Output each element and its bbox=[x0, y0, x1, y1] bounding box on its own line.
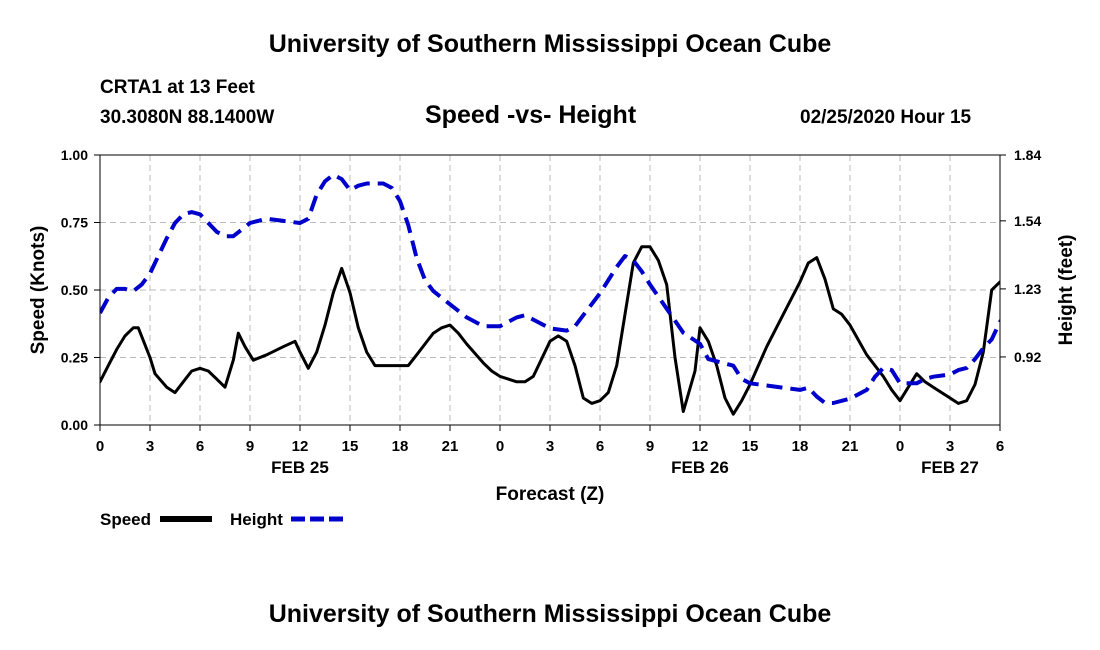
legend-label-height: Height bbox=[230, 510, 283, 529]
x-tick-label: 12 bbox=[692, 438, 709, 455]
chart-axes: 0 3 6 9 12 15 18 21 0 3 6 9 12 15 18 21 0 3 6 FEB 25 FEB 26 F… bbox=[61, 147, 1042, 477]
x-tick-label: 0 bbox=[496, 438, 504, 455]
x-tick-label: 9 bbox=[646, 438, 654, 455]
date-label: FEB 26 bbox=[671, 458, 729, 477]
x-axis-label: Forecast (Z) bbox=[496, 484, 605, 505]
x-tick-label: 15 bbox=[342, 438, 359, 455]
x-tick-label: 9 bbox=[246, 438, 254, 455]
chart-series-layer bbox=[100, 172, 1000, 416]
x-tick-label: 21 bbox=[442, 438, 459, 455]
x-tick-label: 18 bbox=[392, 438, 409, 455]
y-left-tick-label: 0.00 bbox=[61, 417, 88, 433]
chart-grid bbox=[100, 155, 1000, 425]
x-tick-label: 21 bbox=[842, 438, 859, 455]
x-tick-label: 15 bbox=[742, 438, 759, 455]
station-label: CRTA1 at 13 Feet bbox=[100, 77, 255, 98]
y-left-tick-label: 0.50 bbox=[61, 282, 88, 298]
y-left-tick-label: 0.75 bbox=[61, 215, 88, 231]
x-tick-label: 6 bbox=[596, 438, 604, 455]
x-tick-label: 3 bbox=[546, 438, 554, 455]
x-tick-label: 0 bbox=[96, 438, 104, 455]
x-tick-label: 18 bbox=[792, 438, 809, 455]
series-line-height bbox=[100, 172, 1000, 405]
forecast-time: 02/25/2020 Hour 15 bbox=[800, 107, 972, 128]
y-left-tick-label: 1.00 bbox=[61, 147, 88, 163]
x-tick-label: 3 bbox=[146, 438, 154, 455]
y-right-tick-label: 1.84 bbox=[1014, 147, 1041, 163]
y-left-tick-label: 0.25 bbox=[61, 350, 88, 366]
chart-title: Speed -vs- Height bbox=[425, 101, 637, 129]
y-right-tick-label: 1.54 bbox=[1014, 213, 1041, 229]
header-title: University of Southern Mississippi Ocean… bbox=[268, 30, 832, 58]
x-tick-label: 0 bbox=[896, 438, 904, 455]
legend-label-speed: Speed bbox=[100, 510, 151, 529]
footer-title: University of Southern Mississippi Ocean… bbox=[268, 600, 832, 628]
chart-legend: Speed Height bbox=[100, 510, 343, 529]
series-line-speed bbox=[100, 245, 1000, 416]
y-axis-right-label: Height (feet) bbox=[1056, 235, 1077, 346]
x-tick-label: 12 bbox=[292, 438, 309, 455]
date-label: FEB 27 bbox=[921, 458, 979, 477]
y-right-tick-label: 0.92 bbox=[1014, 349, 1041, 365]
date-label: FEB 25 bbox=[271, 458, 329, 477]
x-tick-label: 6 bbox=[196, 438, 204, 455]
x-tick-label: 3 bbox=[946, 438, 954, 455]
y-axis-left-label: Speed (Knots) bbox=[28, 226, 49, 355]
y-right-tick-label: 1.23 bbox=[1014, 281, 1041, 297]
x-tick-label: 6 bbox=[996, 438, 1004, 455]
station-coordinates: 30.3080N 88.1400W bbox=[100, 107, 275, 128]
